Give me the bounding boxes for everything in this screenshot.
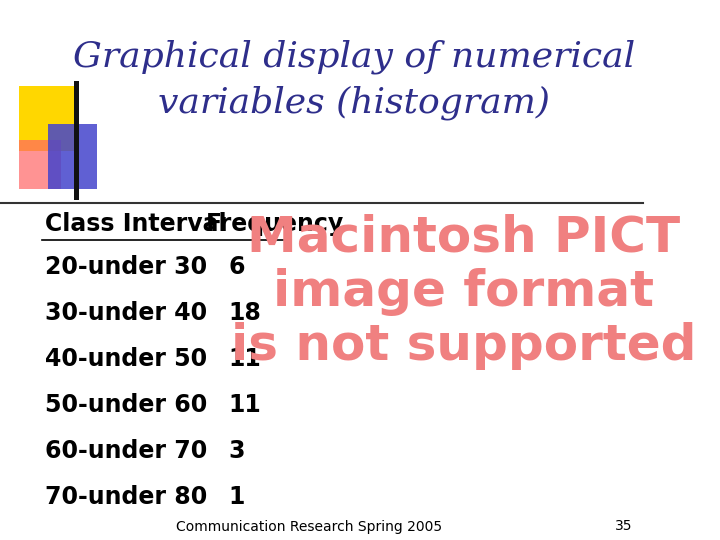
Bar <box>19 86 74 151</box>
Bar <box>19 140 61 189</box>
Text: image format: image format <box>273 268 654 315</box>
Text: 1: 1 <box>228 485 245 509</box>
Text: 11: 11 <box>228 347 261 371</box>
Text: 50-under 60: 50-under 60 <box>45 393 207 417</box>
Text: 35: 35 <box>616 519 633 534</box>
Text: Class Interval: Class Interval <box>45 212 227 236</box>
Text: 3: 3 <box>228 439 245 463</box>
Text: is not supported: is not supported <box>230 322 696 369</box>
Text: Communication Research Spring 2005: Communication Research Spring 2005 <box>176 519 442 534</box>
Text: 18: 18 <box>228 301 261 325</box>
Text: 30-under 40: 30-under 40 <box>45 301 207 325</box>
Text: 40-under 50: 40-under 50 <box>45 347 207 371</box>
Text: variables (histogram): variables (histogram) <box>158 85 550 120</box>
Text: 6: 6 <box>228 255 245 279</box>
Text: 60-under 70: 60-under 70 <box>45 439 207 463</box>
Text: Graphical display of numerical: Graphical display of numerical <box>73 39 635 74</box>
Bar <box>48 124 96 189</box>
Text: Macintosh PICT: Macintosh PICT <box>247 214 680 261</box>
Text: 20-under 30: 20-under 30 <box>45 255 207 279</box>
Text: Frequency: Frequency <box>206 212 344 236</box>
Bar <box>74 81 79 200</box>
Text: 70-under 80: 70-under 80 <box>45 485 207 509</box>
Text: 11: 11 <box>228 393 261 417</box>
